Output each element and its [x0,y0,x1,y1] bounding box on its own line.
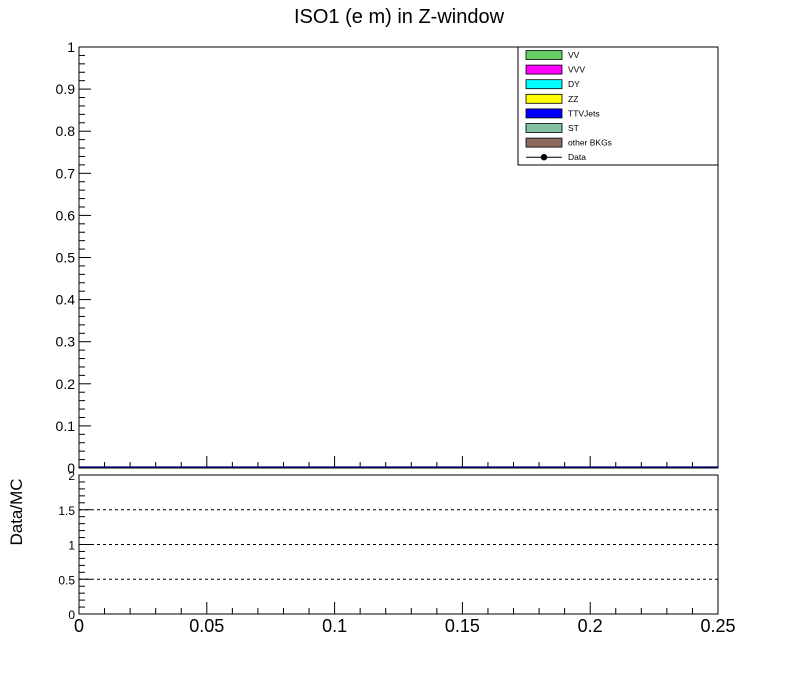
main-y-tick-label: 0.5 [56,250,76,266]
legend-swatch [525,50,563,60]
ratio-y-tick-label: 1.5 [58,504,75,518]
main-y-tick-label: 1 [67,39,75,55]
legend-swatch [525,137,563,148]
legend-label: TTVJets [568,108,600,118]
ratio-y-tick-label: 2 [68,469,75,483]
main-y-tick-label: 0.1 [56,418,76,434]
main-y-tick-label: 0.2 [56,376,76,392]
main-y-tick-label: 0 [67,460,75,476]
legend-label: VV [568,50,580,60]
main-y-tick-label: 0.6 [56,207,76,223]
legend-data-marker [540,154,548,161]
chart-title: ISO1 (e m) in Z-window [294,6,505,28]
x-tick-label: 0.05 [189,616,224,636]
legend-label: ST [568,123,579,133]
x-tick-label: 0.2 [578,616,603,636]
legend-swatch [525,123,563,133]
ratio-y-tick-label: 1 [68,539,75,553]
legend-swatch [525,108,563,119]
main-y-tick-label: 0.9 [56,81,76,97]
ratio-plot-panel: 0 0.5 1 1.5 2 0 0.05 0.1 0.15 0.2 0.25 [58,469,735,636]
legend-swatch [525,93,563,104]
main-y-tick-label: 0.7 [56,165,76,181]
x-tick-label: 0 [74,616,84,636]
x-tick-label: 0.15 [445,616,480,636]
main-y-tick-label: 0.8 [56,123,76,139]
ratio-y-tick-label: 0.5 [58,573,75,587]
main-y-tick-label: 0.4 [56,292,76,308]
legend-label: ZZ [568,94,578,104]
main-y-tick-label: 0.3 [56,334,76,350]
ratio-y-tick-label: 0 [68,608,75,622]
legend-label: VVV [568,65,585,75]
x-tick-label: 0.1 [322,616,347,636]
legend-label: DY [568,79,580,89]
legend-swatch [525,64,563,75]
legend-label: other BKGs [568,138,612,148]
legend-swatch [525,79,563,90]
ratio-y-axis-label: Data/MC [7,478,26,545]
legend-label: Data [568,152,586,162]
x-tick-label: 0.25 [700,616,735,636]
